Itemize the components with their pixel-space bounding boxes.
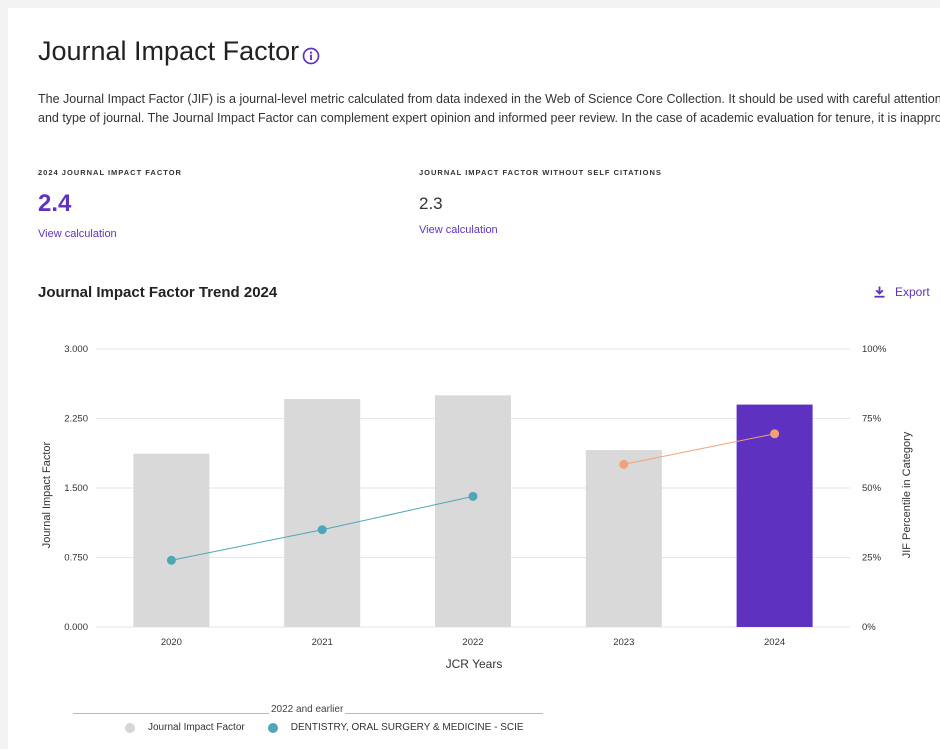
legend-label-category: DENTISTRY, ORAL SURGERY & MEDICINE - SCI…: [290, 722, 524, 733]
y-tick-label: 1.500: [64, 483, 88, 494]
title-row: Journal Impact Factor: [38, 36, 320, 67]
chart-y2-ticks: 0% 25% 50% 75% 100%: [862, 344, 887, 633]
percentile-point-2022[interactable]: [468, 491, 478, 501]
download-icon: [874, 286, 885, 298]
legend-items: Journal Impact Factor DENTISTRY, ORAL SU…: [73, 722, 543, 733]
description: The Journal Impact Factor (JIF) is a jou…: [38, 90, 940, 128]
y-tick-label: 0.750: [64, 553, 88, 564]
bar-2024[interactable]: [736, 404, 813, 627]
jif-metric: 2024 JOURNAL IMPACT FACTOR 2.4 View calc…: [38, 168, 182, 240]
percentile-point-2021[interactable]: [317, 525, 327, 535]
chart-y-ticks: 0.000 0.750 1.500 2.250 3.000: [64, 344, 88, 633]
y-tick-label: 2.250: [64, 414, 88, 425]
jif-trend-chart: 0.000 0.750 1.500 2.250 3.000 0% 25% 50% 75% 100…: [41, 344, 913, 671]
jif-card: Journal Impact Factor The Journal Impact…: [8, 8, 940, 749]
y2-tick-label: 25%: [862, 553, 882, 564]
bar-2022[interactable]: [435, 395, 511, 627]
y2-tick-label: 0%: [862, 622, 876, 633]
info-icon[interactable]: [302, 47, 320, 65]
chart-bars: [133, 395, 813, 627]
chart-legend: 2022 and earlier Journal Impact Factor D…: [73, 703, 543, 733]
x-tick-label: 2023: [613, 637, 634, 648]
jif-value: 2.4: [38, 190, 72, 217]
x-tick-label: 2024: [764, 637, 785, 648]
y-tick-label: 0.000: [64, 622, 88, 633]
chart-y-axis-label: Journal Impact Factor: [41, 441, 53, 548]
jif-no-self-value: 2.3: [419, 194, 443, 213]
chart-y2-axis-label: JIF Percentile in Category: [901, 431, 913, 558]
chart-x-ticks: 2020 2021 2022 2023 2024: [161, 637, 785, 648]
legend-swatch-jif: [125, 722, 135, 733]
percentile-point-2023[interactable]: [619, 459, 629, 469]
legend-item-category[interactable]: DENTISTRY, ORAL SURGERY & MEDICINE - SCI…: [267, 722, 524, 733]
description-line-1: The Journal Impact Factor (JIF) is a jou…: [38, 92, 940, 106]
bar-2023[interactable]: [585, 450, 662, 627]
legend-label-jif: Journal Impact Factor: [148, 722, 245, 733]
y2-tick-label: 50%: [862, 483, 882, 494]
chart-title: Journal Impact Factor Trend 2024: [38, 284, 278, 301]
bar-2021[interactable]: [284, 399, 361, 627]
y-tick-label: 3.000: [64, 344, 88, 355]
jif-no-self-view-calculation-link[interactable]: View calculation: [419, 224, 498, 236]
x-tick-label: 2022: [462, 637, 483, 648]
jif-label: 2024 JOURNAL IMPACT FACTOR: [38, 168, 182, 177]
chart-points: [166, 429, 780, 565]
jif-no-self-label: JOURNAL IMPACT FACTOR WITHOUT SELF CITAT…: [419, 168, 662, 177]
export-label: Export: [895, 285, 930, 299]
y2-tick-label: 75%: [862, 414, 882, 425]
percentile-line: [623, 433, 775, 465]
legend-swatch-category: [267, 722, 278, 733]
export-button[interactable]: Export: [874, 285, 930, 299]
legend-group-label: 2022 and earlier: [269, 704, 346, 715]
jif-no-self-metric: JOURNAL IMPACT FACTOR WITHOUT SELF CITAT…: [419, 168, 662, 236]
y2-tick-label: 100%: [862, 344, 887, 355]
description-line-2: and type of journal. The Journal Impact …: [38, 111, 940, 125]
page-title: Journal Impact Factor: [38, 36, 300, 66]
jif-view-calculation-link[interactable]: View calculation: [38, 228, 117, 240]
percentile-point-2020[interactable]: [166, 555, 176, 565]
legend-item-jif[interactable]: Journal Impact Factor: [125, 722, 245, 733]
legend-group: 2022 and earlier: [73, 703, 543, 717]
chart-x-axis-label: JCR Years: [446, 657, 503, 671]
x-tick-label: 2020: [161, 637, 182, 648]
x-tick-label: 2021: [312, 637, 333, 648]
bar-2020[interactable]: [133, 453, 210, 627]
percentile-point-2024[interactable]: [770, 429, 780, 439]
